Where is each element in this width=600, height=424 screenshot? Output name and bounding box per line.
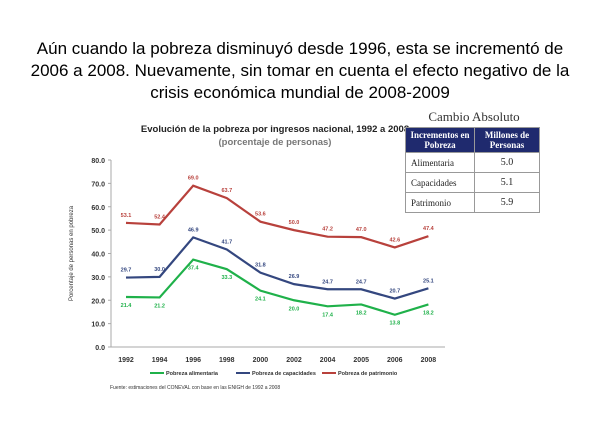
data-label: 18.2 [356,310,367,316]
table-row: Patrimonio 5.9 [405,192,540,213]
legend-label: Pobreza alimentaria [166,371,219,377]
data-label: 47.4 [423,226,435,232]
data-label: 24.1 [255,297,266,303]
y-tick-label: 80.0 [91,158,105,165]
series-line-1 [125,236,429,300]
data-label: 20.0 [289,306,300,312]
row-label: Patrimonio [405,192,475,213]
absolute-change-table: Incrementos en Pobreza Millones de Perso… [405,127,540,213]
data-label: 18.2 [423,310,434,316]
y-axis-label: Porcentaje de personas en pobreza [69,205,75,301]
x-tick-label: 1994 [152,357,168,364]
x-tick-label: 1992 [118,357,134,364]
data-label: 26.9 [289,274,300,280]
row-value: 5.1 [474,172,540,193]
y-tick-label: 50.0 [91,228,105,235]
data-label: 30.0 [154,267,165,273]
legend-label: Pobreza de patrimonio [338,371,398,377]
series-line-2 [125,184,429,249]
data-label: 25.1 [423,278,434,284]
source-note: Fuente: estimaciones del CONEVAL con bas… [110,385,281,391]
data-label: 63.7 [221,188,232,194]
data-label: 29.7 [121,268,132,274]
data-label: 53.6 [255,212,266,218]
data-label: 46.9 [188,227,199,233]
data-label: 13.8 [389,321,400,327]
x-tick-label: 2006 [387,357,403,364]
data-label: 24.7 [322,279,333,285]
y-tick-label: 10.0 [91,322,105,329]
y-tick-label: 60.0 [91,205,105,212]
data-label: 24.7 [356,279,367,285]
y-tick-label: 70.0 [91,181,105,188]
data-label: 50.0 [289,220,300,226]
data-label: 42.6 [389,237,400,243]
x-tick-label: 2008 [421,357,437,364]
x-tick-label: 2005 [353,357,369,364]
data-label: 69.0 [188,176,199,182]
data-label: 47.0 [356,227,367,233]
x-tick-label: 2002 [286,357,302,364]
x-tick-label: 1998 [219,357,235,364]
data-label: 20.7 [389,289,400,295]
row-label: Alimentaria [405,152,475,173]
table-title: Cambio Absoluto [428,109,520,124]
x-tick-label: 1996 [185,357,201,364]
data-label: 33.3 [221,275,232,281]
row-value: 5.9 [474,192,540,213]
y-tick-label: 0.0 [95,345,105,352]
table-row: Capacidades 5.1 [405,172,540,193]
x-tick-label: 2004 [320,357,336,364]
legend-label: Pobreza de capacidades [252,371,316,377]
data-label: 21.2 [154,303,165,309]
table-header: Millones de Personas [474,127,540,153]
data-label: 21.4 [121,303,133,309]
data-label: 41.7 [221,240,232,246]
data-label: 17.4 [322,312,334,318]
series-line-0 [125,258,429,316]
data-label: 47.2 [322,227,333,233]
x-tick-label: 2000 [253,357,269,364]
data-label: 37.4 [188,266,200,272]
data-label: 52.4 [154,215,166,221]
chart-subtitle: (porcentaje de personas) [218,137,332,148]
slide-headline: Aún cuando la pobreza disminuyó desde 19… [30,39,570,102]
table-header: Incrementos en Pobreza [405,127,475,153]
y-tick-label: 40.0 [91,252,105,259]
y-tick-label: 20.0 [91,298,105,305]
table-header-row: Incrementos en Pobreza Millones de Perso… [405,127,540,153]
data-label: 53.1 [121,213,132,219]
table-row: Alimentaria 5.0 [405,152,540,173]
row-label: Capacidades [405,172,475,193]
data-label: 31.8 [255,263,266,269]
row-value: 5.0 [474,152,540,173]
chart-title: Evolución de la pobreza por ingresos nac… [140,124,410,135]
y-tick-label: 30.0 [91,275,105,282]
